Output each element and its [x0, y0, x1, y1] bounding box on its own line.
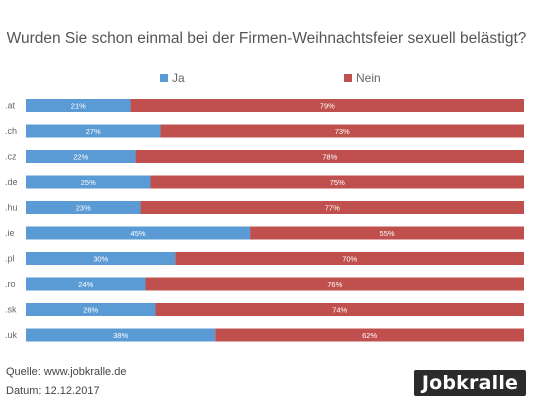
legend-item-ja: Ja — [160, 71, 185, 85]
legend-item-nein: Nein — [344, 71, 381, 85]
data-label: 74% — [332, 306, 347, 315]
data-label: 23% — [76, 204, 91, 213]
data-label: 70% — [342, 255, 357, 264]
data-label: 75% — [330, 178, 345, 187]
category-label: .ch — [5, 126, 17, 136]
data-label: 45% — [131, 229, 146, 238]
bar-segment-ja — [26, 303, 156, 316]
legend-label-nein: Nein — [356, 71, 381, 85]
category-label: .uk — [5, 330, 18, 340]
bar-segment-nein — [130, 99, 524, 112]
legend-swatch-nein — [344, 74, 352, 82]
data-label: 22% — [73, 153, 88, 162]
data-label: 26% — [83, 306, 98, 315]
data-label: 78% — [322, 153, 337, 162]
legend-label-ja: Ja — [172, 71, 185, 85]
bar-segment-ja — [26, 226, 251, 240]
data-label: 24% — [78, 280, 93, 289]
bar-segment-nein — [145, 277, 524, 291]
logo-text: Jobkralle — [421, 372, 519, 394]
data-label: 38% — [113, 331, 128, 340]
bar-segment-nein — [250, 226, 524, 240]
category-label: .hu — [5, 203, 18, 213]
bar-segment-nein — [135, 150, 524, 163]
category-label: .at — [5, 101, 16, 111]
bar-segment-nein — [175, 252, 524, 265]
chart-title: Wurden Sie schon einmal bei der Firmen-W… — [6, 30, 527, 47]
chart-legend: Ja Nein — [0, 71, 533, 85]
jobkralle-logo: Jobkralle — [414, 370, 526, 396]
bar-segment-ja — [26, 252, 176, 265]
footer-date: Datum: 12.12.2017 — [6, 385, 100, 397]
bar-segment-ja — [26, 328, 216, 342]
data-label: 73% — [335, 127, 350, 136]
category-label: .cz — [5, 152, 17, 162]
legend-swatch-ja — [160, 74, 168, 82]
bar-segment-ja — [26, 99, 131, 112]
bar-segment-ja — [26, 124, 161, 138]
bar-segment-nein — [150, 175, 524, 189]
bar-segment-ja — [26, 175, 151, 189]
category-label: .sk — [5, 305, 17, 315]
data-label: 30% — [93, 255, 108, 264]
bar-segment-nein — [155, 303, 525, 316]
data-label: 77% — [325, 204, 340, 213]
category-label: .ro — [5, 279, 16, 289]
data-label: 55% — [380, 229, 395, 238]
category-label: .de — [5, 177, 18, 187]
bar-segment-nein — [215, 328, 525, 342]
category-label: .ie — [5, 228, 15, 238]
footer-source: Quelle: www.jobkralle.de — [6, 366, 127, 378]
data-label: 62% — [362, 331, 377, 340]
bar-segment-ja — [26, 150, 136, 163]
data-label: 76% — [327, 280, 342, 289]
bar-segment-ja — [26, 201, 141, 214]
bar-segment-nein — [140, 201, 525, 214]
data-label: 27% — [86, 127, 101, 136]
data-label: 79% — [320, 102, 335, 111]
bar-segment-nein — [160, 124, 524, 138]
data-label: 25% — [81, 178, 96, 187]
bar-segment-ja — [26, 277, 146, 291]
data-label: 21% — [71, 102, 86, 111]
category-label: .pl — [5, 254, 15, 264]
